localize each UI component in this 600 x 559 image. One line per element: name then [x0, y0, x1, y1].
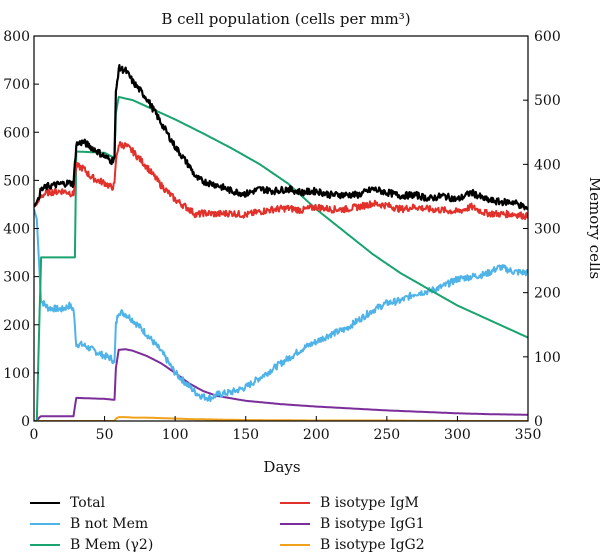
y-right-tick-label: 0 — [534, 414, 543, 430]
legend-item-b-mem-y2: B Mem (γ2) — [30, 534, 280, 555]
x-axis-label: Days — [263, 458, 300, 476]
legend-label: B Mem (γ2) — [70, 536, 154, 553]
legend-swatch — [30, 501, 60, 504]
legend-swatch — [280, 501, 310, 504]
x-tick-label: 150 — [232, 427, 259, 443]
x-tick-label: 350 — [515, 427, 542, 443]
legend-item-total: Total — [30, 492, 280, 513]
legend-item-b-isotype-igg1: B isotype IgG1 — [280, 513, 530, 534]
y-left-tick-label: 700 — [3, 77, 30, 93]
legend-item-b-isotype-igg2: B isotype IgG2 — [280, 534, 530, 555]
legend-item-b-isotype-igm: B isotype IgM — [280, 492, 530, 513]
x-axis: 0 50 100 150 200 250 300 350 — [30, 416, 542, 443]
y-left-tick-label: 300 — [3, 270, 30, 286]
y-right-tick-label: 100 — [534, 350, 561, 366]
series-layer — [34, 63, 528, 421]
y-left-tick-label: 100 — [3, 366, 30, 382]
y-axis-right: 0 100 200 300 400 500 600 — [523, 29, 561, 430]
legend-label: B isotype IgM — [320, 494, 419, 511]
legend-label: B not Mem — [70, 515, 149, 532]
line-chart: B cell population (cells per mm³) 0 50 100… — [3, 10, 600, 476]
x-tick-label: 100 — [162, 427, 189, 443]
chart-title: B cell population (cells per mm³) — [161, 10, 410, 28]
series-line-total — [34, 63, 528, 211]
y-right-tick-label: 400 — [534, 157, 561, 173]
legend-swatch — [30, 522, 60, 525]
y-left-tick-label: 600 — [3, 125, 30, 141]
chart-legend: Total B isotype IgM B not Mem B isotype … — [30, 492, 570, 556]
legend-item-b-not-mem: B not Mem — [30, 513, 280, 534]
x-tick-label: 50 — [96, 427, 114, 443]
y-axis-left: 0 100 200 300 400 500 600 700 800 — [3, 29, 39, 430]
y-left-tick-label: 800 — [3, 29, 30, 45]
x-tick-label: 300 — [444, 427, 471, 443]
series-line-b-not-mem — [34, 208, 528, 403]
legend-swatch — [30, 543, 60, 546]
legend-label: Total — [70, 494, 106, 511]
y-left-tick-label: 0 — [21, 414, 30, 430]
y-left-tick-label: 200 — [3, 318, 30, 334]
y-right-tick-label: 300 — [534, 222, 561, 238]
y-axis-right-label: Memory cells — [586, 177, 600, 279]
x-tick-label: 0 — [30, 427, 39, 443]
y-left-tick-label: 400 — [3, 222, 30, 238]
series-line-b-mem-2 — [34, 96, 528, 421]
x-tick-label: 250 — [373, 427, 400, 443]
series-line-b-isotype-igm — [34, 141, 528, 220]
y-right-tick-label: 600 — [534, 29, 561, 45]
x-tick-label: 200 — [303, 427, 330, 443]
legend-label: B isotype IgG1 — [320, 515, 425, 532]
y-left-tick-label: 500 — [3, 173, 30, 189]
series-line-b-isotype-igg1 — [34, 348, 528, 421]
y-right-tick-label: 200 — [534, 286, 561, 302]
legend-label: B isotype IgG2 — [320, 536, 425, 553]
legend-swatch — [280, 543, 310, 546]
legend-swatch — [280, 522, 310, 525]
y-right-tick-label: 500 — [534, 93, 561, 109]
